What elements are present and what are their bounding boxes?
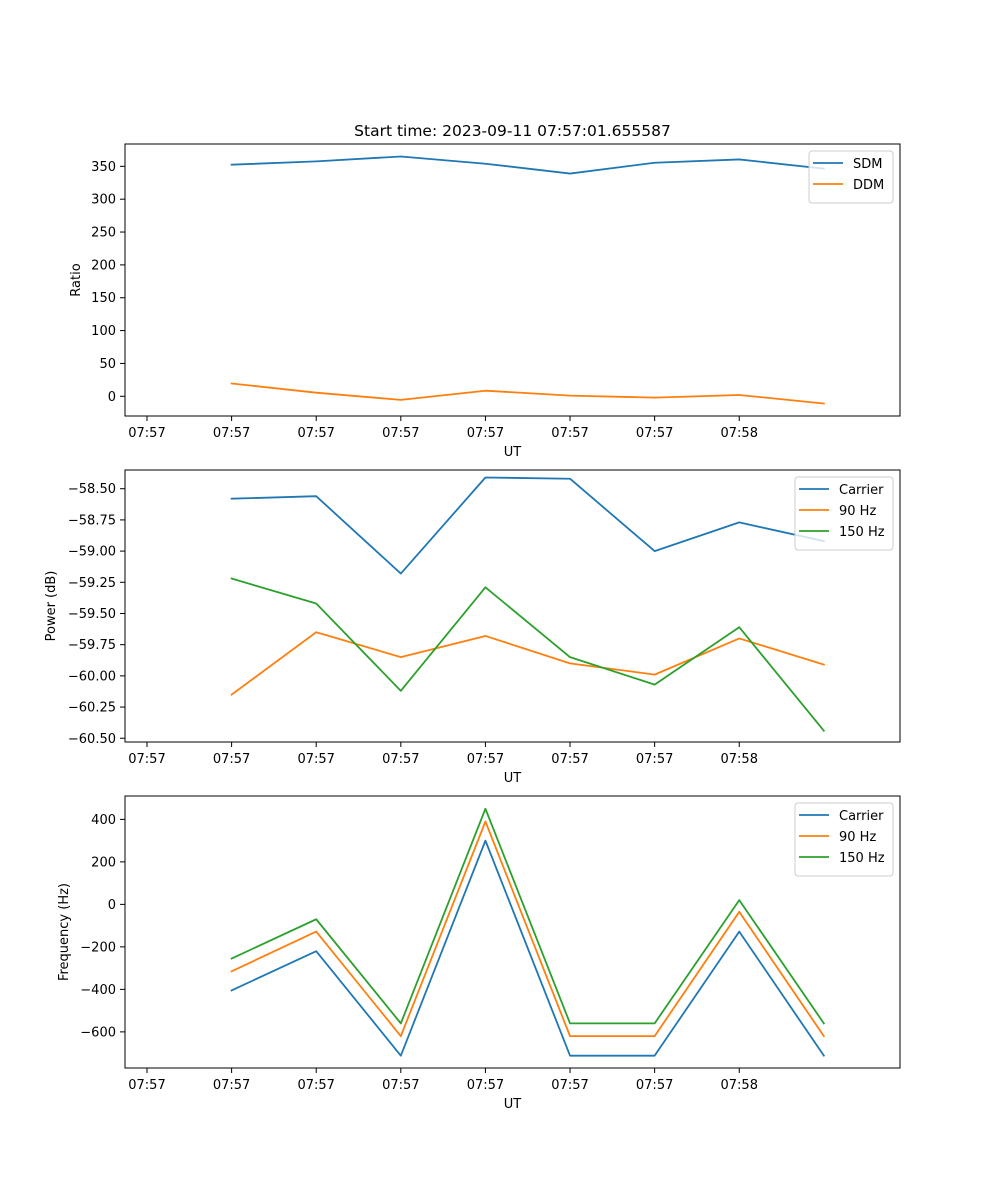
y-tick-label: −59.00 [68,545,116,560]
chart-title: Start time: 2023-09-11 07:57:01.655587 [354,122,671,140]
y-tick-label: −58.50 [68,482,116,497]
series-line-ddm [230,382,825,405]
y-tick-label: 0 [108,390,116,405]
x-tick-label: 07:58 [721,426,758,441]
y-tick-label: 400 [91,813,116,828]
legend: Carrier 90 Hz 150 Hz [794,802,894,877]
legend-label: DDM [853,178,884,193]
y-axis-label: Ratio [69,263,84,296]
y-axis-label: Frequency (Hz) [57,883,72,981]
x-tick-label: 07:58 [721,752,758,767]
y-tick-label: −59.25 [68,576,116,591]
y-tick-label: −58.75 [68,513,116,528]
x-tick-label: 07:57 [213,426,250,441]
x-tick-label: 07:57 [297,426,334,441]
x-tick-label: 07:58 [721,1078,758,1093]
x-tick-label: 07:57 [467,426,504,441]
x-tick-label: 07:57 [551,426,588,441]
series-line-150-hz [230,577,826,733]
axes-frame [124,795,901,1069]
x-tick-label: 07:57 [551,752,588,767]
y-tick-label: 350 [91,160,116,175]
y-tick-label: −60.25 [68,701,116,716]
x-tick-label: 07:57 [636,1078,673,1093]
x-axis-label: UT [504,771,522,786]
x-tick-label: 07:57 [297,1078,334,1093]
legend: Carrier 90 Hz 150 Hz [794,476,894,551]
x-tick-label: 07:57 [128,1078,165,1093]
x-tick-label: 07:57 [636,426,673,441]
x-tick-label: 07:57 [467,752,504,767]
y-tick-label: −60.50 [68,732,116,747]
x-tick-label: 07:57 [297,752,334,767]
legend: SDM DDM [808,150,894,204]
y-tick-label: 250 [91,226,116,241]
y-tick-label: −59.75 [68,638,116,653]
legend-label: Carrier [839,483,884,498]
x-tick-label: 07:57 [128,752,165,767]
y-tick-label: 50 [99,357,116,372]
x-tick-label: 07:57 [128,426,165,441]
legend-label: 90 Hz [839,830,876,845]
x-axis-label: UT [504,445,522,460]
x-tick-label: 07:57 [382,752,419,767]
y-tick-label: 200 [91,855,116,870]
x-tick-label: 07:57 [551,1078,588,1093]
series-line-90-hz [230,631,825,696]
x-tick-label: 07:57 [467,1078,504,1093]
y-tick-label: −400 [80,983,116,998]
chart-panel-3: 07:57 07:57 07:57 07:57 07:57 07:57 07:57 07:58… [57,795,901,1112]
y-tick-label: −59.50 [68,607,116,622]
legend-label: Carrier [839,809,884,824]
series-line-sdm [230,155,825,175]
y-tick-label: 200 [91,258,116,273]
y-tick-label: −600 [80,1025,116,1040]
series-line-carrier [230,476,825,575]
legend-label: 90 Hz [839,504,876,519]
x-tick-label: 07:57 [382,1078,419,1093]
series-line-150-hz [230,807,826,1025]
y-axis-label: Power (dB) [44,571,59,642]
legend-label: 150 Hz [839,851,885,866]
legend-label: SDM [853,157,882,172]
y-tick-label: −60.00 [68,669,116,684]
x-tick-label: 07:57 [636,752,673,767]
x-tick-label: 07:57 [213,1078,250,1093]
chart-panel-2: 07:57 07:57 07:57 07:57 07:57 07:57 07:57 07:58… [44,469,901,786]
x-axis-label: UT [504,1097,522,1112]
y-tick-label: −200 [80,940,116,955]
y-tick-label: 100 [91,324,116,339]
axes-frame [124,143,901,417]
y-tick-label: 300 [91,193,116,208]
x-tick-label: 07:57 [213,752,250,767]
series-line-carrier [230,839,826,1057]
series-line-90-hz [230,820,826,1038]
x-tick-label: 07:57 [382,426,419,441]
legend-box [808,150,894,204]
y-tick-label: 0 [108,898,116,913]
y-tick-label: 150 [91,291,116,306]
legend-label: 150 Hz [839,525,885,540]
axes-frame [124,469,901,743]
chart-panel-1: 07:57 07:57 07:57 07:57 07:57 07:57 07:57 07:58… [69,122,901,460]
